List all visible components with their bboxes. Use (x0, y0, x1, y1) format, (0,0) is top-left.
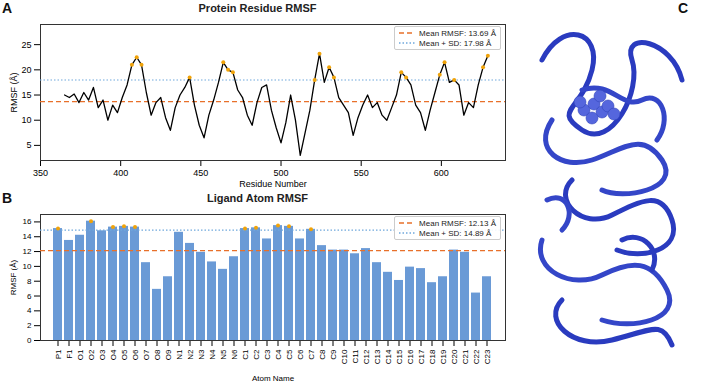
svg-text:600: 600 (434, 168, 449, 178)
svg-text:15: 15 (21, 90, 31, 100)
svg-text:C22: C22 (472, 349, 481, 364)
svg-text:5: 5 (26, 140, 31, 150)
svg-text:C11: C11 (351, 349, 360, 364)
svg-text:RMSF (Å): RMSF (Å) (9, 73, 19, 113)
html-text:Mean + SD: 14.89 Å: Mean + SD: 14.89 Å (419, 228, 492, 238)
svg-text:O2: O2 (87, 349, 96, 360)
svg-text:N4: N4 (208, 349, 217, 360)
svg-text:C21: C21 (461, 349, 470, 364)
svg-text:O8: O8 (153, 349, 162, 360)
svg-text:0: 0 (27, 336, 32, 345)
svg-text:F1: F1 (65, 349, 74, 359)
svg-text:O6: O6 (131, 349, 140, 360)
svg-text:O5: O5 (120, 349, 129, 360)
svg-text:8: 8 (27, 277, 32, 286)
svg-text:Atom Name: Atom Name (252, 374, 295, 383)
svg-text:10: 10 (21, 115, 31, 125)
html-text:C: C (678, 0, 689, 16)
svg-text:RMSF (Å): RMSF (Å) (9, 259, 18, 295)
svg-text:N6: N6 (230, 349, 239, 360)
svg-text:500: 500 (274, 168, 289, 178)
svg-text:C2: C2 (252, 349, 261, 360)
svg-text:16: 16 (23, 217, 32, 226)
svg-text:450: 450 (193, 168, 208, 178)
svg-text:C12: C12 (362, 349, 371, 364)
svg-text:O4: O4 (109, 349, 118, 360)
svg-text:12: 12 (23, 247, 32, 256)
svg-text:C9: C9 (329, 349, 338, 360)
html-text:B: B (2, 190, 13, 206)
svg-text:C17: C17 (417, 349, 426, 364)
html-text:Mean + SD: 17.98 Å: Mean + SD: 17.98 Å (419, 38, 492, 48)
svg-text:C16: C16 (406, 349, 415, 364)
svg-text:C18: C18 (428, 349, 437, 364)
svg-text:C6: C6 (296, 349, 305, 360)
svg-text:C3: C3 (263, 349, 272, 360)
svg-text:N2: N2 (186, 349, 195, 360)
svg-text:O1: O1 (76, 349, 85, 360)
svg-text:6: 6 (27, 292, 32, 301)
svg-text:4: 4 (27, 306, 32, 315)
svg-text:400: 400 (113, 168, 128, 178)
svg-text:C15: C15 (395, 349, 404, 364)
svg-text:350: 350 (33, 168, 48, 178)
svg-text:C13: C13 (373, 349, 382, 364)
svg-text:C1: C1 (241, 349, 250, 360)
svg-text:2: 2 (27, 321, 32, 330)
svg-text:25: 25 (21, 40, 31, 50)
svg-text:C7: C7 (307, 349, 316, 360)
svg-text:C20: C20 (450, 349, 459, 364)
svg-text:Residue Number: Residue Number (239, 179, 307, 189)
svg-text:O7: O7 (142, 349, 151, 360)
svg-text:C4: C4 (274, 349, 283, 360)
svg-text:C8: C8 (318, 349, 327, 360)
html-text:Ligand Atom RMSF: Ligand Atom RMSF (207, 192, 308, 204)
html-text:Mean RMSF: 12.13 Å: Mean RMSF: 12.13 Å (419, 218, 496, 228)
svg-text:N3: N3 (197, 349, 206, 360)
svg-text:20: 20 (21, 65, 31, 75)
svg-text:N5: N5 (219, 349, 228, 360)
svg-text:N1: N1 (175, 349, 184, 360)
svg-text:C19: C19 (439, 349, 448, 364)
html-text:Mean RMSF: 13.69 Å: Mean RMSF: 13.69 Å (419, 28, 496, 38)
svg-text:14: 14 (23, 232, 32, 241)
svg-text:10: 10 (23, 262, 32, 271)
svg-text:C23: C23 (483, 349, 492, 364)
svg-text:O9: O9 (164, 349, 173, 360)
svg-text:P1: P1 (54, 349, 63, 359)
svg-text:550: 550 (354, 168, 369, 178)
svg-text:C10: C10 (340, 349, 349, 364)
svg-text:O3: O3 (98, 349, 107, 360)
html-text:A: A (2, 0, 13, 16)
svg-text:C14: C14 (384, 349, 393, 364)
svg-text:C5: C5 (285, 349, 294, 360)
html-text:Protein Residue RMSF: Protein Residue RMSF (198, 2, 317, 14)
